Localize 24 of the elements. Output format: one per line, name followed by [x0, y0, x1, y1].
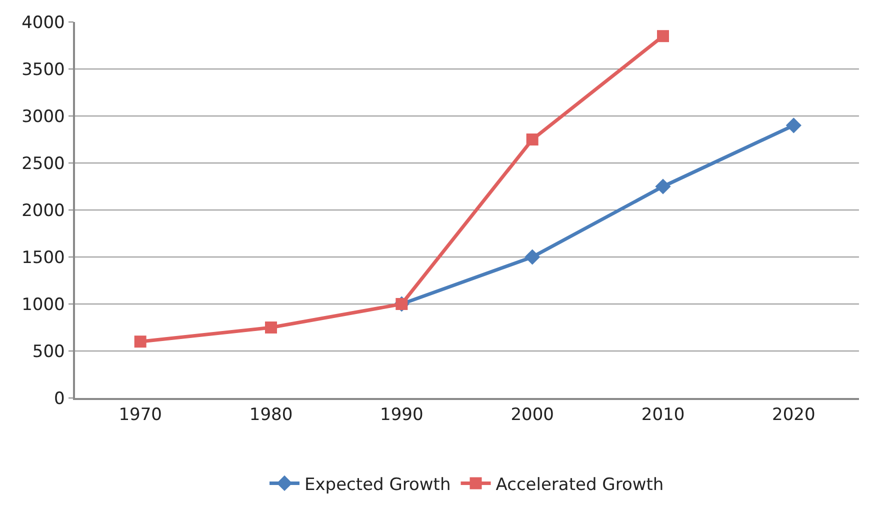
point — [524, 249, 540, 265]
point — [526, 134, 538, 146]
legend-label: Expected Growth — [304, 474, 451, 495]
x-tick-label: 2010 — [641, 405, 685, 426]
point — [657, 30, 669, 42]
y-tick-label: 500 — [32, 342, 65, 362]
point — [786, 118, 802, 134]
x-tick-label: 1990 — [380, 405, 424, 426]
x-tick-label: 2020 — [772, 405, 816, 426]
point — [134, 336, 146, 348]
legend-label: Accelerated Growth — [496, 474, 664, 495]
y-tick-label: 2000 — [22, 200, 65, 221]
x-tick-label: 2000 — [510, 405, 554, 426]
y-tick-label: 4000 — [22, 12, 65, 33]
y-tick-label: 0 — [54, 388, 65, 409]
x-tick-label: 1980 — [249, 405, 293, 426]
y-tick-label: 1500 — [22, 248, 65, 268]
y-tick-label: 1000 — [22, 294, 65, 315]
y-tick-label: 3000 — [22, 106, 65, 127]
y-tick-label: 3500 — [22, 60, 65, 80]
y-tick-label: 2500 — [22, 154, 65, 174]
point — [265, 322, 277, 334]
point — [655, 178, 671, 194]
x-tick-label: 1970 — [118, 405, 162, 426]
